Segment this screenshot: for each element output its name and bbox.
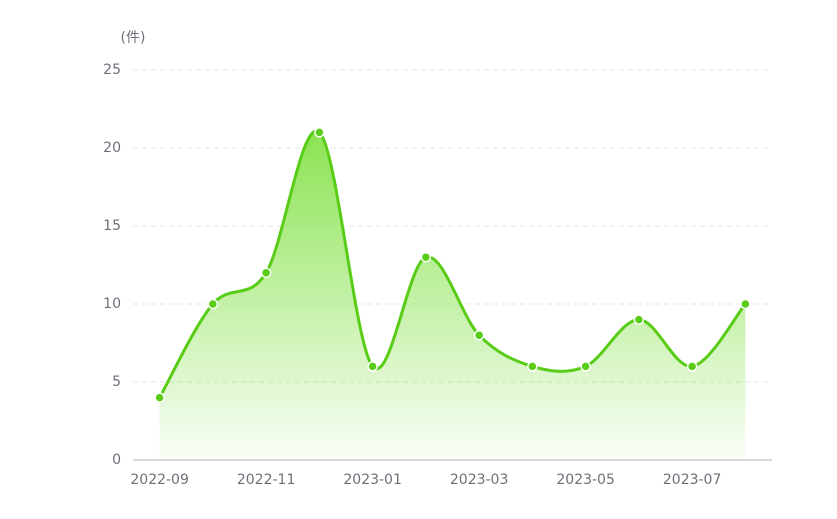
x-tick-label: 2023-07: [663, 472, 722, 488]
x-tick-label: 2022-09: [130, 472, 189, 488]
point: [154, 392, 165, 403]
x-tick-label: 2023-01: [343, 472, 402, 488]
x-tick-label: 2022-11: [237, 472, 296, 488]
point: [260, 267, 272, 279]
area: [159, 131, 746, 461]
x-tick-label: 2023-05: [556, 472, 615, 488]
point: [420, 251, 432, 263]
y-tick-label: 0: [112, 452, 121, 468]
point: [314, 127, 325, 138]
y-tick-label: 15: [103, 218, 121, 234]
x-tick-label: 2023-03: [450, 472, 509, 488]
point: [207, 298, 219, 310]
point: [367, 361, 378, 372]
point: [580, 361, 591, 372]
point: [527, 361, 538, 372]
y-tick-label: 20: [103, 140, 121, 156]
y-unit-label: (件): [121, 30, 146, 46]
point: [740, 298, 751, 310]
point: [686, 361, 698, 372]
y-tick-label: 10: [103, 296, 121, 312]
y-tick-label: 5: [112, 374, 121, 390]
point: [633, 314, 645, 325]
point: [473, 329, 485, 341]
y-tick-label: 25: [103, 62, 121, 78]
